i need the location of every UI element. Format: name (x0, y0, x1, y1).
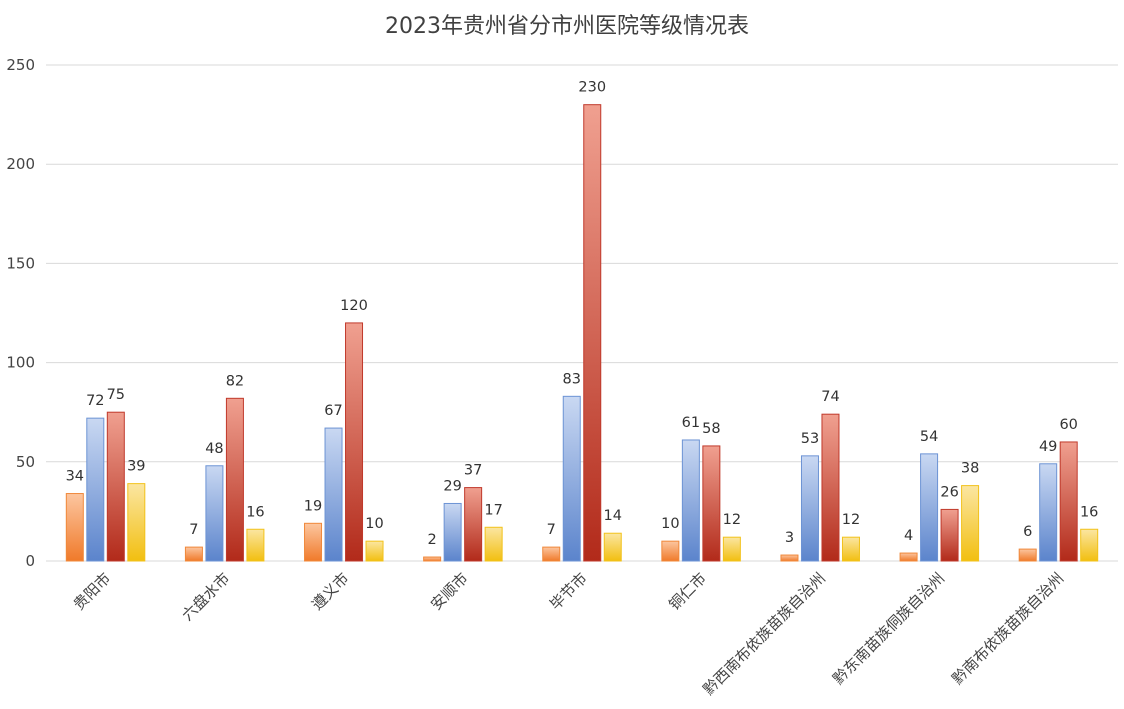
data-label: 4 (904, 528, 913, 544)
data-label: 12 (723, 512, 741, 528)
chart-title: 2023年贵州省分市州医院等级情况表 (385, 14, 749, 39)
data-label: 72 (86, 393, 104, 409)
y-tick-label: 200 (6, 155, 35, 173)
data-label: 10 (661, 516, 679, 532)
bar (899, 552, 918, 562)
bar (205, 465, 224, 562)
data-label: 12 (842, 512, 860, 528)
bar (443, 502, 462, 562)
bar (324, 427, 343, 562)
bar (345, 322, 364, 562)
data-label: 54 (920, 429, 938, 445)
bar (304, 522, 323, 562)
data-label: 34 (66, 469, 84, 485)
data-label: 29 (443, 478, 461, 494)
bar (127, 483, 146, 562)
bar (464, 487, 483, 562)
bar (365, 540, 384, 562)
data-label: 49 (1039, 439, 1057, 455)
x-tick-label: 铜仁市 (665, 569, 710, 614)
data-label: 82 (226, 373, 244, 389)
data-label: 14 (604, 508, 622, 524)
data-label: 83 (563, 371, 581, 387)
x-tick-label: 六盘水市 (178, 569, 233, 624)
bar (722, 536, 741, 562)
x-tick-label: 贵阳市 (70, 569, 115, 614)
bar (603, 532, 622, 562)
data-label: 53 (801, 431, 819, 447)
x-tick-label: 黔东南苗族侗族自治州 (829, 569, 948, 688)
data-label: 58 (702, 421, 720, 437)
data-label: 67 (324, 403, 342, 419)
data-label: 26 (940, 484, 958, 500)
bar (821, 413, 840, 562)
bar (583, 104, 602, 562)
bar (1080, 528, 1099, 562)
bar (1018, 548, 1037, 562)
x-tick-label: 遵义市 (308, 569, 353, 614)
data-label: 19 (304, 498, 322, 514)
bar (225, 397, 244, 562)
x-tick-label: 黔西南布依族苗族自治州 (700, 569, 829, 698)
bar (246, 528, 265, 562)
data-label: 16 (246, 504, 264, 520)
bar (184, 546, 203, 562)
gridlines (46, 64, 1118, 562)
y-tick-label: 250 (6, 56, 35, 74)
y-tick-label: 0 (25, 552, 35, 570)
bar (542, 546, 561, 562)
data-label: 6 (1023, 524, 1032, 540)
bar (800, 455, 819, 562)
data-label: 120 (340, 298, 368, 314)
data-label: 60 (1059, 417, 1077, 433)
data-label: 37 (464, 463, 482, 479)
bar (1059, 441, 1078, 562)
bar (961, 485, 980, 562)
data-label: 39 (127, 459, 145, 475)
bar (484, 526, 503, 562)
bar (562, 395, 581, 562)
y-tick-label: 100 (6, 354, 35, 372)
x-tick-label: 黔南布依族苗族自治州 (948, 569, 1067, 688)
bar (780, 554, 799, 562)
data-label: 16 (1080, 504, 1098, 520)
data-label: 75 (107, 387, 125, 403)
data-label: 230 (578, 80, 606, 96)
bar (423, 556, 442, 562)
data-label: 17 (484, 502, 502, 518)
data-label: 7 (189, 522, 198, 538)
x-tick-label: 毕节市 (546, 569, 591, 614)
bars (65, 104, 1099, 562)
data-label: 10 (365, 516, 383, 532)
bar (65, 493, 84, 562)
y-tick-label: 150 (6, 254, 35, 272)
bar (920, 453, 939, 562)
bar (681, 439, 700, 562)
data-label: 48 (205, 441, 223, 457)
bar (1039, 463, 1058, 562)
y-axis: 0 50 100 150 200 250 (6, 56, 35, 570)
y-tick-label: 50 (16, 453, 35, 471)
bar (86, 417, 105, 562)
data-label: 2 (428, 532, 437, 548)
bar (106, 411, 125, 562)
data-label: 74 (821, 389, 839, 405)
bar (661, 540, 680, 562)
data-label: 38 (961, 461, 979, 477)
x-tick-label: 安顺市 (427, 569, 472, 614)
bar (841, 536, 860, 562)
bar (702, 445, 721, 562)
data-label: 61 (682, 415, 700, 431)
bar (940, 508, 959, 562)
data-label: 7 (547, 522, 556, 538)
data-label: 3 (785, 530, 794, 546)
